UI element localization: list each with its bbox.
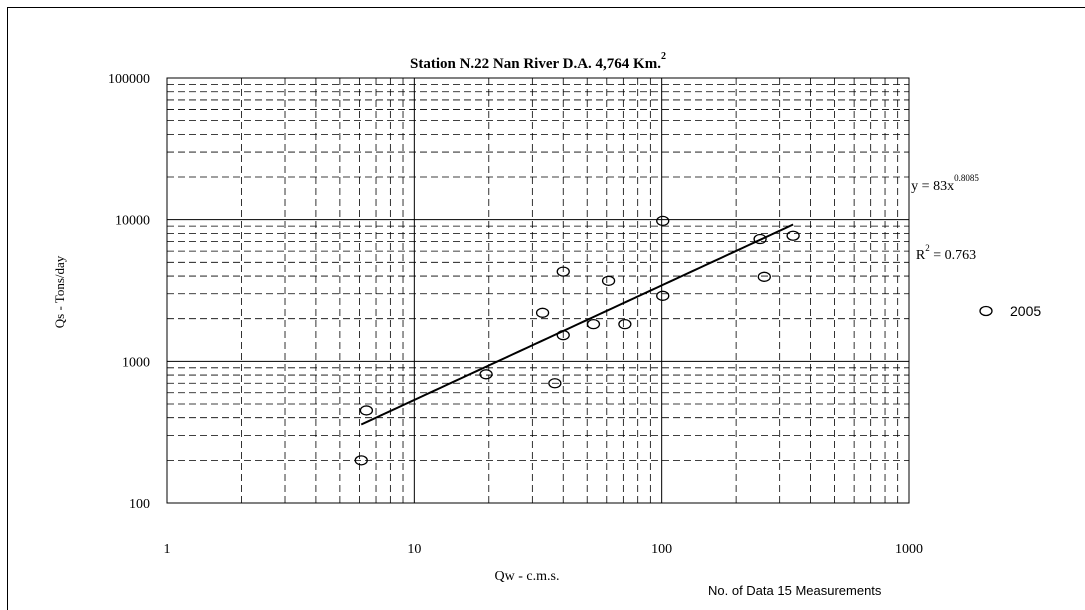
r-squared-value: = 0.763	[930, 248, 976, 263]
r-squared-sup: 2	[925, 243, 930, 253]
data-point	[548, 378, 562, 389]
data-point	[757, 271, 771, 282]
x-tick-label: 10	[407, 542, 421, 557]
plot-area	[166, 77, 910, 504]
y-tick-label: 100000	[108, 72, 150, 87]
x-tick-label: 100	[651, 542, 672, 557]
data-point	[656, 290, 670, 301]
legend-marker	[979, 305, 993, 317]
data-point	[359, 405, 374, 416]
minor-grid	[167, 78, 909, 503]
data-points	[354, 215, 800, 466]
trendline	[360, 223, 794, 426]
major-grid	[167, 78, 909, 503]
y-tick-label: 10000	[115, 214, 150, 229]
data-point	[556, 266, 570, 277]
trend-equation: y = 83x0.8085	[911, 173, 979, 194]
chart-title-sup: 2	[661, 51, 666, 62]
data-point	[753, 233, 767, 245]
data-point	[601, 275, 616, 286]
x-tick-label: 1	[164, 542, 171, 557]
chart-title-main: Station N.22 Nan River D.A. 4,764 Km.	[410, 56, 661, 72]
chart-frame	[7, 7, 1085, 610]
data-point	[556, 330, 570, 341]
measurement-note: No. of Data 15 Measurements	[708, 583, 882, 598]
r-squared: R2 = 0.763	[916, 243, 976, 263]
data-point	[479, 369, 493, 380]
trend-equation-exponent: 0.8085	[954, 173, 979, 183]
data-point	[354, 455, 368, 466]
data-point	[586, 319, 601, 330]
x-axis-label: Qw - c.m.s.	[495, 569, 560, 584]
trend-equation-base: y = 83x	[911, 179, 954, 194]
chart-title: Station N.22 Nan River D.A. 4,764 Km.2	[410, 51, 666, 72]
x-tick-label: 1000	[895, 542, 923, 557]
y-axis-label: Qs - Tons/day	[52, 255, 67, 328]
y-tick-label: 1000	[122, 355, 150, 370]
legend-label: 2005	[1010, 303, 1041, 319]
data-point	[656, 215, 670, 227]
data-point	[786, 230, 800, 241]
tick-labels: 1 10 100 1000 100 1000 10000 100000	[108, 72, 923, 557]
data-point	[535, 307, 550, 318]
y-tick-label: 100	[129, 497, 150, 512]
r-squared-r: R	[916, 248, 926, 263]
data-point	[618, 319, 632, 330]
